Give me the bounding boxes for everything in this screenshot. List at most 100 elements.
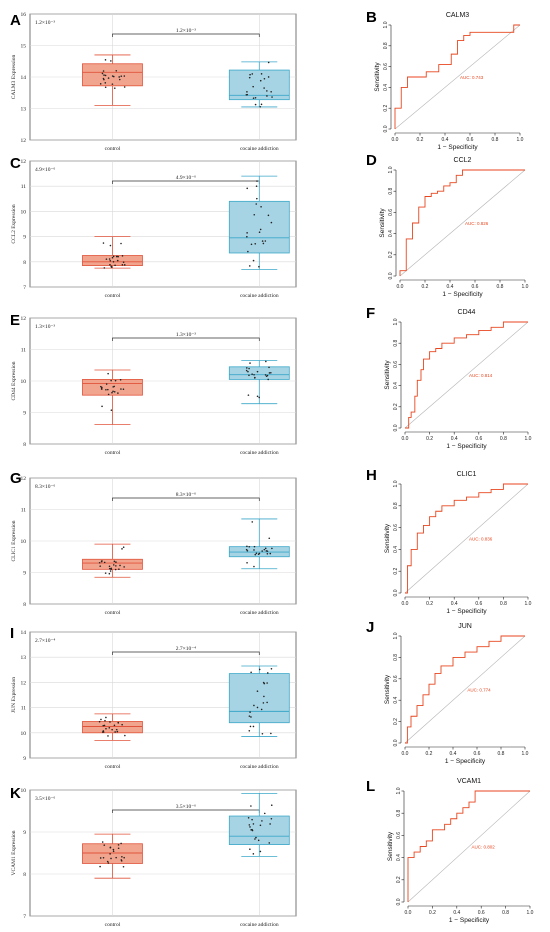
data-point — [112, 848, 115, 851]
y-tick-label: 1.0 — [393, 480, 399, 487]
roc-curve — [399, 169, 525, 276]
data-point — [120, 859, 123, 861]
data-point — [266, 682, 268, 684]
x-tick-label: 0.6 — [475, 601, 482, 607]
data-point — [254, 96, 257, 99]
x-tick-label: 0.2 — [422, 284, 429, 290]
data-point — [101, 731, 104, 733]
data-point — [258, 668, 261, 671]
y-tick-label: 11 — [21, 508, 27, 514]
data-point — [111, 83, 114, 85]
data-point — [115, 728, 118, 731]
data-point — [98, 561, 101, 564]
data-point — [252, 97, 255, 99]
data-point — [102, 724, 105, 727]
significance-bracket — [112, 337, 260, 341]
roc-title: CD44 — [458, 309, 476, 316]
data-point — [268, 537, 271, 540]
y-tick-label: 1.0 — [393, 318, 399, 325]
y-axis-label: Sensitivity — [384, 674, 391, 704]
data-point — [104, 74, 107, 77]
y-tick-label: 0.4 — [383, 84, 389, 91]
box-case — [228, 366, 290, 380]
data-point — [267, 76, 270, 78]
data-point — [250, 716, 252, 718]
x-tick-label: 0.0 — [402, 751, 409, 757]
box-control — [82, 63, 143, 87]
x-tick-label: cocaine addiction — [240, 450, 279, 456]
data-point — [256, 197, 258, 200]
data-point — [253, 213, 256, 216]
y-tick-label: 13 — [21, 655, 27, 661]
y-tick-label: 0.4 — [393, 546, 399, 553]
data-point — [258, 552, 261, 555]
data-point — [247, 250, 249, 253]
panel-a: A 12 13 14 15 16 CALM3 Expression control cocain… — [10, 12, 297, 152]
data-point — [258, 265, 260, 268]
data-point — [107, 393, 110, 396]
data-point — [249, 711, 251, 713]
x-tick-label: 0.6 — [478, 910, 485, 916]
x-tick-label: 0.0 — [392, 137, 399, 143]
p-value-bracket: 4.9×10⁻⁶ — [176, 175, 196, 181]
data-point — [108, 572, 111, 575]
data-point — [271, 547, 273, 550]
auc-label: AUC: 0.814 — [469, 373, 493, 378]
x-axis-label: 1 − Specificity — [446, 608, 487, 615]
y-tick-label: 0.6 — [393, 524, 399, 531]
data-point — [101, 560, 103, 562]
data-point — [109, 244, 112, 247]
data-point — [268, 372, 271, 374]
y-tick-label: 0.8 — [393, 340, 399, 347]
panel-d: D CCL2 0.00.0 0.2 0.2 0.4 0.4 0.6 0.6 0.8 0.8 1.0 1.… — [366, 152, 529, 298]
data-point — [253, 565, 255, 568]
data-point — [117, 847, 120, 850]
y-tick-label: 8 — [23, 872, 26, 878]
x-tick-label: control — [105, 922, 121, 928]
data-point — [117, 392, 119, 394]
data-point — [270, 221, 273, 224]
data-point — [256, 706, 259, 709]
data-point — [247, 394, 250, 396]
data-point — [109, 721, 111, 723]
reference-diagonal — [404, 321, 529, 429]
roc-curve — [407, 790, 530, 902]
panel-label: F — [366, 305, 375, 322]
data-point — [103, 74, 105, 76]
data-point — [245, 367, 248, 369]
x-tick-label: 0.8 — [492, 137, 499, 143]
x-tick-label: 0.6 — [467, 137, 474, 143]
data-point — [102, 856, 105, 859]
data-point — [270, 371, 272, 374]
data-point — [112, 850, 115, 853]
data-point — [247, 370, 249, 373]
data-point — [266, 672, 269, 674]
data-point — [258, 231, 261, 234]
y-tick-label: 12 — [21, 680, 27, 686]
data-point — [107, 735, 109, 737]
x-tick-label: 1.0 — [522, 284, 529, 290]
roc-curve — [405, 483, 528, 594]
data-point — [114, 568, 117, 571]
data-point — [269, 823, 271, 825]
box-case — [228, 200, 290, 254]
y-tick-label: 7 — [23, 285, 26, 291]
reference-diagonal — [404, 483, 529, 594]
data-point — [269, 552, 272, 555]
y-tick-label: 11 — [21, 706, 27, 712]
panel-i: I 9 10 11 12 13 14 JUN Expression control cocaine… — [10, 625, 297, 770]
data-point — [99, 865, 101, 868]
y-tick-label: 16 — [21, 12, 27, 18]
auc-label: AUC: 0.743 — [460, 75, 484, 80]
data-point — [101, 841, 104, 843]
significance-bracket — [112, 497, 260, 501]
data-point — [248, 265, 251, 267]
data-point — [112, 260, 115, 263]
x-axis-label: 1 − Specificity — [449, 917, 490, 924]
x-tick-label: 0.4 — [451, 436, 458, 442]
data-point — [263, 548, 266, 551]
data-point — [254, 553, 257, 556]
y-tick-label: 1.0 — [396, 787, 402, 794]
data-point — [109, 263, 111, 266]
data-point — [265, 360, 267, 363]
